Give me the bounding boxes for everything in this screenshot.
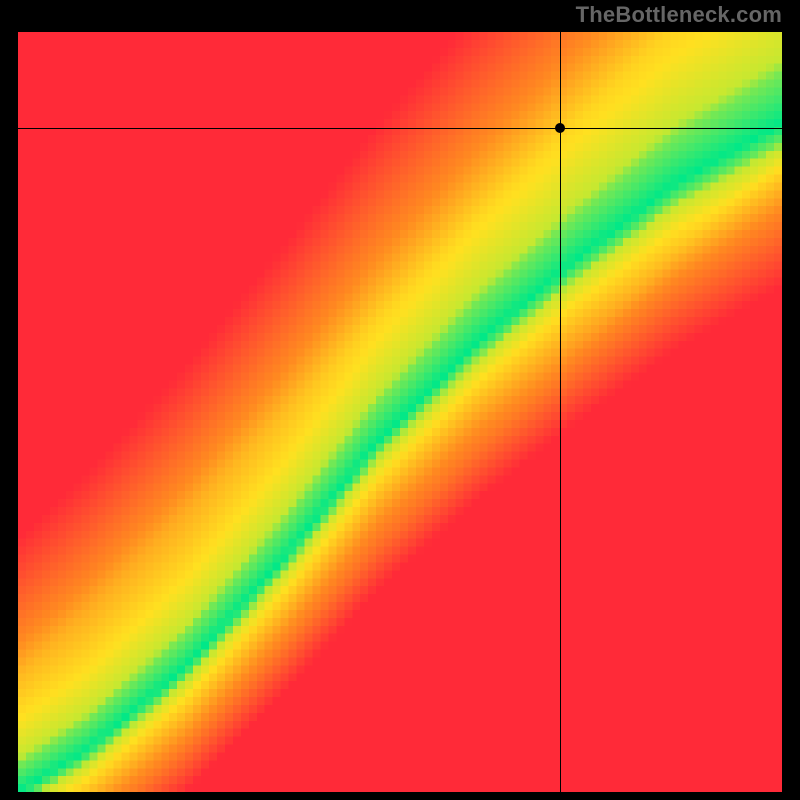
watermark-text: TheBottleneck.com — [576, 2, 782, 28]
heatmap-plot — [18, 32, 782, 792]
crosshair-horizontal — [18, 128, 782, 130]
chart-container: { "watermark": { "text": "TheBottleneck.… — [0, 0, 800, 800]
heatmap-canvas — [18, 32, 782, 792]
crosshair-marker — [555, 123, 565, 133]
crosshair-vertical — [560, 32, 562, 792]
